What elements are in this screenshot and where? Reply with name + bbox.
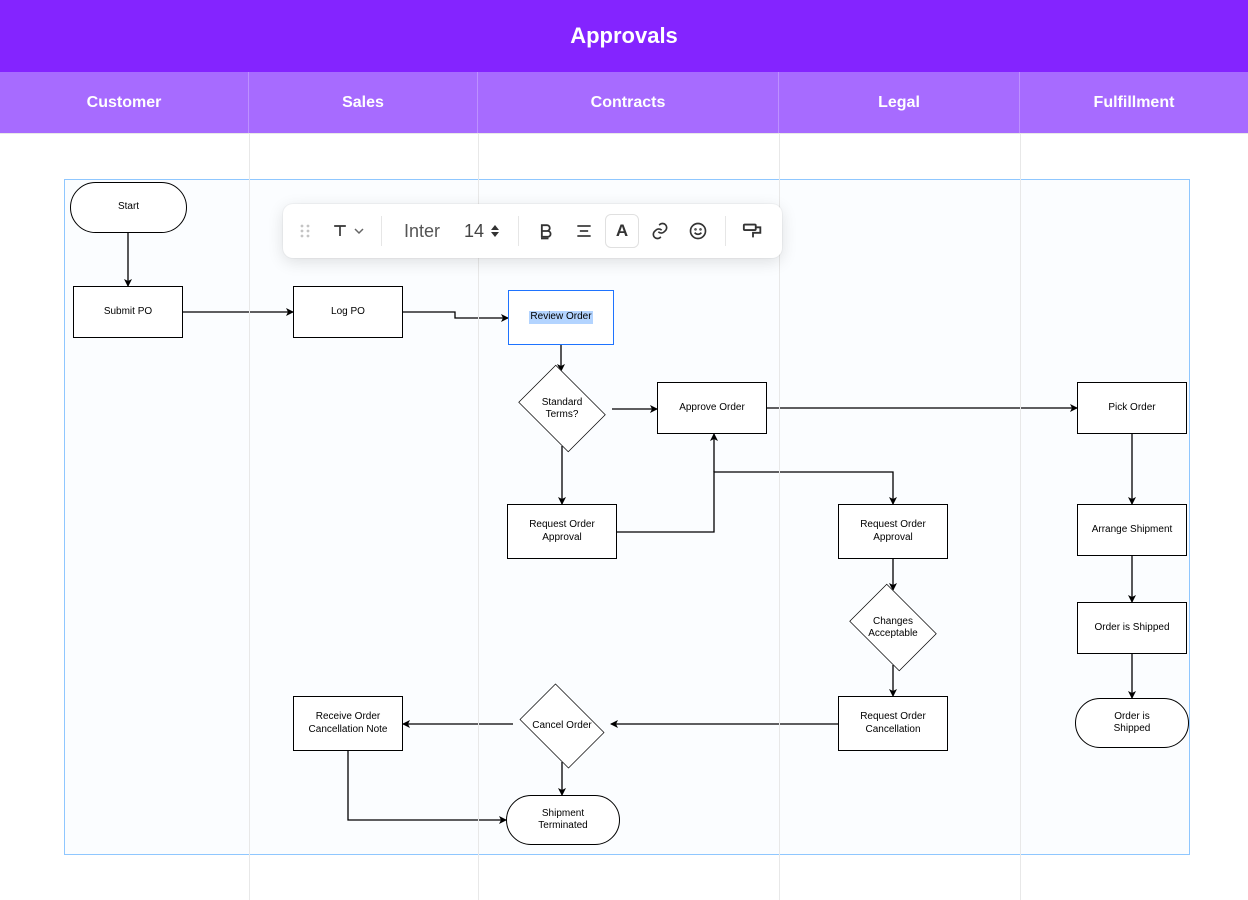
node-standard_terms[interactable]: StandardTerms? [512, 371, 612, 446]
page-title: Approvals [570, 23, 678, 49]
lane-header-customer: Customer [0, 72, 249, 133]
title-bar: Approvals [0, 0, 1248, 72]
lane-header-legal: Legal [779, 72, 1020, 133]
bold-button[interactable] [529, 214, 563, 248]
node-cancel_order[interactable]: Cancel Order [513, 690, 611, 762]
align-button[interactable] [567, 214, 601, 248]
node-pick_order[interactable]: Pick Order [1077, 382, 1187, 434]
node-ship_terminated[interactable]: ShipmentTerminated [506, 795, 620, 845]
text-format-toolbar[interactable]: Inter 14 A [283, 204, 782, 258]
node-order_shipped_t[interactable]: Order isShipped [1075, 698, 1189, 748]
font-size-stepper[interactable]: 14 [456, 221, 508, 242]
selection-rectangle [64, 179, 1190, 855]
node-submit_po[interactable]: Submit PO [73, 286, 183, 338]
toolbar-separator [518, 216, 519, 246]
node-req_approval_c[interactable]: Request Order Approval [507, 504, 617, 559]
node-arrange_shipment[interactable]: Arrange Shipment [1077, 504, 1187, 556]
swimlane-headers: CustomerSalesContractsLegalFulfillment [0, 72, 1248, 134]
lane-divider [1020, 134, 1021, 900]
node-approve_order[interactable]: Approve Order [657, 382, 767, 434]
size-down-icon[interactable] [490, 231, 500, 238]
text-style-dropdown[interactable] [323, 214, 371, 248]
drag-handle-icon[interactable] [295, 223, 315, 239]
lane-header-fulfillment: Fulfillment [1020, 72, 1248, 133]
emoji-button[interactable] [681, 214, 715, 248]
node-review_order[interactable]: Review Order [508, 290, 614, 345]
font-family-select[interactable]: Inter [392, 221, 452, 242]
toolbar-separator [381, 216, 382, 246]
toolbar-separator [725, 216, 726, 246]
node-start[interactable]: Start [70, 182, 187, 233]
lane-divider [249, 134, 250, 900]
lane-header-sales: Sales [249, 72, 478, 133]
node-changes_acceptable[interactable]: ChangesAcceptable [843, 590, 943, 665]
format-painter-button[interactable] [736, 214, 770, 248]
node-req_approval_l[interactable]: Request Order Approval [838, 504, 948, 559]
lane-header-contracts: Contracts [478, 72, 779, 133]
size-up-icon[interactable] [490, 224, 500, 231]
node-recv_cancel[interactable]: Receive OrderCancellation Note [293, 696, 403, 751]
text-color-button[interactable]: A [605, 214, 639, 248]
node-req_cancel[interactable]: Request OrderCancellation [838, 696, 948, 751]
link-button[interactable] [643, 214, 677, 248]
node-order_shipped_p[interactable]: Order is Shipped [1077, 602, 1187, 654]
flowchart-canvas[interactable]: Inter 14 A StartSubmit POLog PORe [0, 134, 1248, 900]
node-log_po[interactable]: Log PO [293, 286, 403, 338]
